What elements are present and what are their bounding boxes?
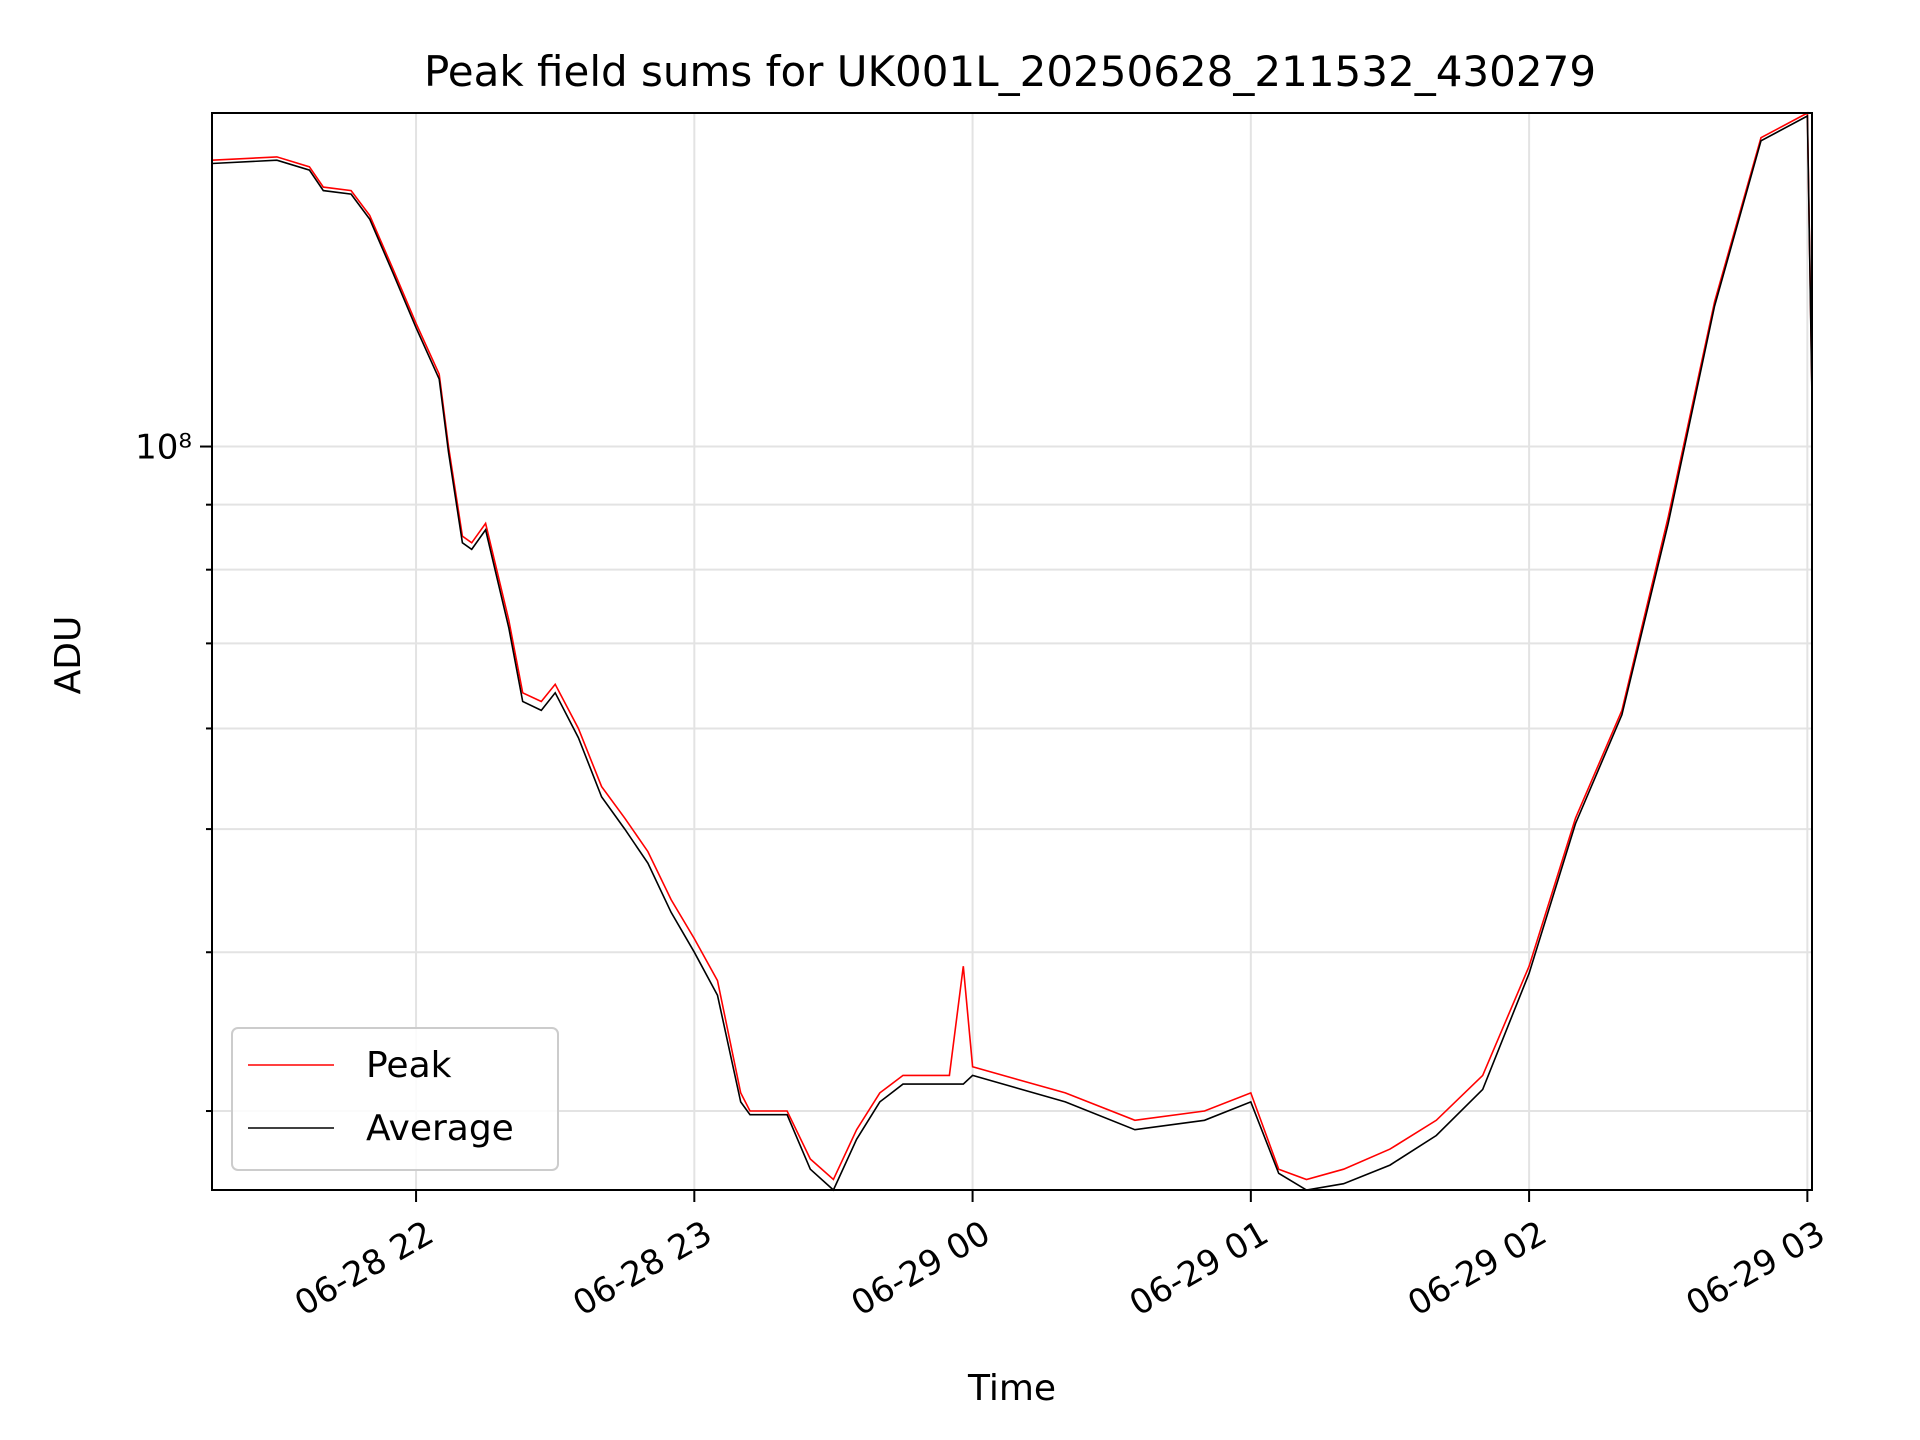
x-tick-label: 06-29 00	[845, 1213, 997, 1324]
legend-box	[231, 1027, 559, 1171]
grid	[212, 113, 1812, 1190]
x-axis-ticks: 06-28 22 06-28 23 06-29 00 06-29 01 06-29 02…	[288, 1190, 1832, 1324]
plot-frame	[211, 112, 1813, 1191]
x-tick-label: 06-29 02	[1401, 1213, 1553, 1324]
chart-title: Peak field sums for UK001L_20250628_2115…	[424, 47, 1596, 96]
plot-lines	[211, 111, 1813, 1192]
series-line-peak	[211, 111, 1813, 1181]
y-tick-label: 10⁸	[135, 428, 192, 468]
series-line-average	[211, 114, 1813, 1192]
legend-label-average: Average	[366, 1108, 514, 1149]
y-axis-label: ADU	[48, 616, 89, 695]
legend: Peak Average	[231, 1027, 559, 1171]
x-tick-label: 06-28 23	[566, 1213, 718, 1324]
x-axis-label: Time	[967, 1368, 1056, 1409]
x-tick-label: 06-29 03	[1679, 1213, 1831, 1324]
x-tick-label: 06-28 22	[288, 1213, 440, 1324]
x-tick-label: 06-29 01	[1123, 1213, 1275, 1324]
y-axis-ticks: 10⁸	[135, 428, 212, 1113]
legend-label-peak: Peak	[366, 1045, 452, 1086]
